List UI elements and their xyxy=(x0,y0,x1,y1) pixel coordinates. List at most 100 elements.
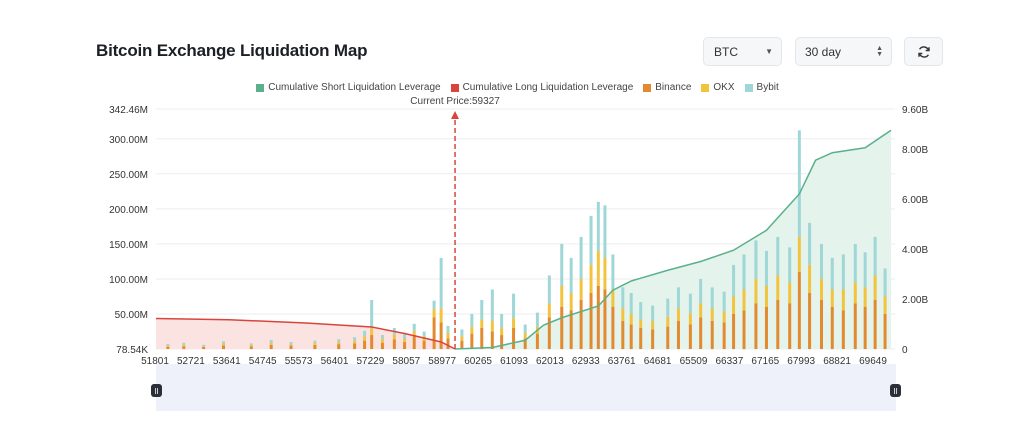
range-slider-left-handle[interactable] xyxy=(151,384,162,397)
short-cumulative-area xyxy=(455,130,892,349)
x-tick-label: 68821 xyxy=(823,356,851,367)
legend-item-short[interactable]: Cumulative Short Liquidation Leverage xyxy=(256,82,441,93)
bar-okx xyxy=(500,328,504,336)
bar-okx xyxy=(182,344,186,347)
bar-binance xyxy=(797,271,801,350)
bar-okx xyxy=(764,285,768,307)
x-tick-label: 57229 xyxy=(356,356,384,367)
range-slider-track[interactable] xyxy=(156,364,896,411)
x-tick-label: 63761 xyxy=(608,356,636,367)
bar-binance xyxy=(589,292,593,350)
bar-bybit xyxy=(446,325,450,333)
bar-binance xyxy=(446,338,450,350)
bar-binance xyxy=(363,340,367,350)
bar-okx xyxy=(353,340,357,344)
bar-bybit xyxy=(873,236,877,276)
bar-okx xyxy=(380,339,384,343)
y-left-tick-label: 150.00M xyxy=(109,240,148,251)
bar-bybit xyxy=(512,293,516,319)
bar-binance xyxy=(688,324,692,350)
bar-binance xyxy=(596,285,600,350)
bar-binance xyxy=(403,342,407,350)
x-tick-label: 53641 xyxy=(213,356,241,367)
bar-binance xyxy=(841,310,845,350)
chevron-up-down-icon: ▲ ▼ xyxy=(876,44,883,58)
bar-okx xyxy=(337,342,341,345)
bar-okx xyxy=(166,345,170,347)
range-slider-right-handle[interactable] xyxy=(890,384,901,397)
x-tick-label: 51801 xyxy=(141,356,169,367)
bar-okx xyxy=(611,289,615,307)
bar-bybit xyxy=(535,312,539,327)
bar-binance xyxy=(370,335,374,350)
bar-okx xyxy=(363,336,367,341)
x-tick-label: 52721 xyxy=(177,356,205,367)
bar-okx xyxy=(403,338,407,343)
bar-okx xyxy=(289,344,293,346)
y-left-tick-label: 342.46M xyxy=(109,105,148,116)
legend-item-long[interactable]: Cumulative Long Liquidation Leverage xyxy=(450,82,633,93)
bar-binance xyxy=(353,343,357,350)
bar-bybit xyxy=(432,300,436,310)
x-tick-label: 55573 xyxy=(285,356,313,367)
bar-okx xyxy=(629,314,633,325)
x-tick-label: 58057 xyxy=(392,356,420,367)
bar-bybit xyxy=(666,298,670,317)
legend-item-okx[interactable]: OKX xyxy=(701,82,735,93)
bar-okx xyxy=(523,332,527,339)
bar-bybit xyxy=(403,332,407,339)
bar-bybit xyxy=(732,264,736,297)
bar-okx xyxy=(512,318,516,329)
bar-binance xyxy=(380,342,384,350)
bar-okx xyxy=(710,308,714,322)
bar-binance xyxy=(611,306,615,350)
bar-bybit xyxy=(603,205,607,258)
chevron-down-icon: ▼ xyxy=(765,47,773,56)
bar-bybit xyxy=(754,240,758,279)
refresh-button[interactable] xyxy=(904,37,943,66)
bar-okx xyxy=(432,309,436,318)
bar-binance xyxy=(676,321,680,350)
bar-bybit xyxy=(621,287,625,309)
bar-okx xyxy=(446,332,450,339)
long-cumulative-line xyxy=(155,317,456,350)
bar-bybit xyxy=(830,257,834,290)
bar-binance xyxy=(547,317,551,350)
legend-item-binance[interactable]: Binance xyxy=(643,82,691,93)
bar-okx xyxy=(412,330,416,337)
bar-okx xyxy=(841,289,845,311)
legend-item-bybit[interactable]: Bybit xyxy=(744,82,779,93)
bar-binance xyxy=(742,310,746,350)
bar-bybit xyxy=(166,344,170,346)
coin-select[interactable]: BTC ▼ xyxy=(703,37,782,66)
bar-okx xyxy=(666,316,670,327)
bar-bybit xyxy=(547,275,551,304)
bar-okx xyxy=(560,285,564,307)
time-range-value: 30 day xyxy=(805,44,842,59)
bar-okx xyxy=(788,282,792,304)
page-title: Bitcoin Exchange Liquidation Map xyxy=(96,41,368,60)
bar-binance xyxy=(883,314,887,350)
bar-binance xyxy=(249,346,253,350)
bar-binance xyxy=(776,299,780,350)
bar-binance xyxy=(166,346,170,350)
bar-binance xyxy=(853,303,857,350)
bar-binance xyxy=(439,322,443,350)
x-tick-label: 69649 xyxy=(859,356,887,367)
bar-bybit xyxy=(460,329,464,337)
bar-binance xyxy=(460,340,464,350)
bar-bybit xyxy=(853,243,857,283)
bar-binance xyxy=(535,333,539,350)
bar-binance xyxy=(819,299,823,350)
bar-binance xyxy=(269,344,273,350)
time-range-select[interactable]: 30 day ▲ ▼ xyxy=(795,37,892,66)
bar-bybit xyxy=(480,299,484,320)
bar-binance xyxy=(512,328,516,350)
bar-bybit xyxy=(639,302,643,320)
bar-bybit xyxy=(370,299,374,329)
bar-okx xyxy=(819,278,823,300)
bar-bybit xyxy=(412,323,416,331)
bar-bybit xyxy=(202,344,206,347)
bar-bybit xyxy=(863,252,867,288)
bar-bybit xyxy=(776,236,780,276)
